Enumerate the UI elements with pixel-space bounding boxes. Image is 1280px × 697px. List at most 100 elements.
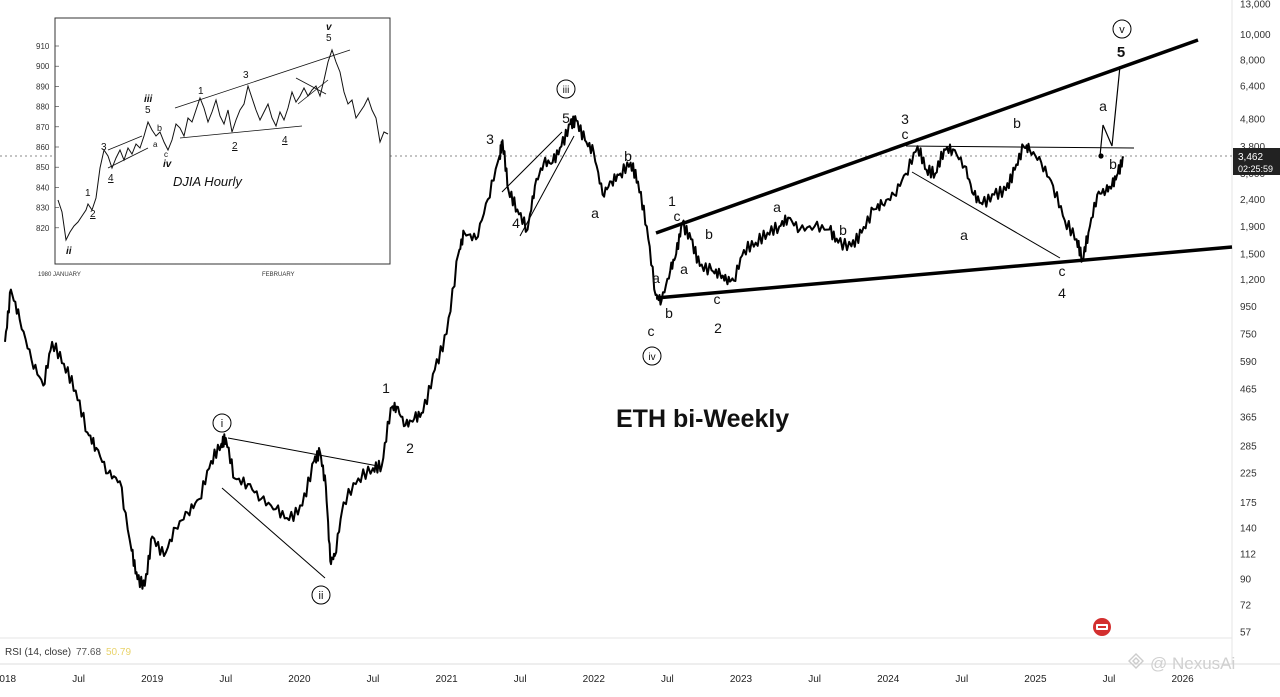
logo-icon [1093, 618, 1111, 636]
current-price-badge-bg [1233, 148, 1280, 175]
wedge-2-label: 2 [714, 320, 722, 336]
time-tick-10: 2023 [730, 674, 753, 685]
bar-countdown: 02:25:59 [1238, 164, 1273, 174]
price-tick-3: 6,400 [1240, 82, 1265, 93]
time-tick-13: Jul [955, 674, 968, 685]
wave-1-label: 1 [382, 380, 390, 396]
rsi-label: RSI (14, close) [5, 647, 71, 658]
triangle-lower-line [221, 487, 326, 579]
wave-c-low-label: c [648, 323, 655, 339]
inset-y-tick-5: 860 [36, 143, 50, 152]
circle-iv-label: iv [648, 352, 655, 363]
inset-w3-label: 3 [243, 70, 249, 81]
price-axis-ticks: 13,00010,0008,0006,4004,8003,8003,0002,4… [1240, 0, 1271, 639]
wedge-3a-label: a [773, 199, 781, 215]
time-tick-8: 2022 [583, 674, 606, 685]
wedge-3-label: 3 [901, 111, 909, 127]
price-axis-panel [1232, 0, 1280, 664]
price-tick-0: 13,000 [1240, 0, 1271, 11]
inset-iii-label: iii [144, 94, 153, 105]
circle-v-label: v [1119, 24, 1125, 36]
time-tick-0: 2018 [0, 674, 17, 685]
rsi-value: 77.68 [76, 647, 101, 658]
wedge-3b-label: b [839, 222, 847, 238]
wedge-1-label: 1 [668, 193, 676, 209]
inset-y-tick-3: 880 [36, 103, 50, 112]
price-tick-22: 72 [1240, 601, 1252, 612]
circle-iii-ring [556, 79, 576, 99]
price-tick-17: 225 [1240, 469, 1257, 480]
upper-wedge-line [655, 38, 1199, 235]
inset-4-label: 4 [108, 173, 114, 184]
price-tick-2: 8,000 [1240, 56, 1265, 67]
time-tick-14: 2025 [1024, 674, 1047, 685]
inset-y-ticks: 910 900 890 880 870 860 850 840 830 820 [36, 42, 59, 233]
wave-b-low-label: b [665, 305, 673, 321]
price-tick-20: 112 [1240, 549, 1256, 560]
inset-small-line-1 [107, 135, 143, 151]
time-tick-7: Jul [514, 674, 527, 685]
wedge-1a-label: a [680, 261, 688, 277]
time-tick-3: Jul [219, 674, 232, 685]
time-tick-6: 2021 [435, 674, 458, 685]
inset-a-label: a [153, 140, 158, 149]
inset-y-tick-0: 910 [36, 42, 50, 51]
inset-w4-label: 4 [282, 135, 288, 146]
wave-2-label: 2 [406, 440, 414, 456]
circle-i-ring [212, 413, 232, 433]
wave-labels: 1 2 3 4 5 b a a c b 1 c a b c 2 a b 3 c … [382, 44, 1125, 456]
current-price-dot [1098, 153, 1104, 159]
wedge-4c-label: c [1059, 263, 1066, 279]
price-tick-5: 3,800 [1240, 142, 1265, 153]
price-tick-4: 4,800 [1240, 115, 1265, 126]
inset-y-tick-8: 830 [36, 204, 50, 213]
inset-y-tick-6: 850 [36, 163, 50, 172]
inset-frame [54, 17, 391, 265]
inset-title: DJIA Hourly [173, 174, 243, 189]
circle-v-ring [1112, 19, 1132, 39]
inset-ii-label: ii [66, 246, 72, 257]
time-tick-4: 2020 [288, 674, 311, 685]
time-axis-ticks: 2018 Jul 2019 Jul 2020 Jul 2021 Jul 2022 Jul 2023 J… [0, 674, 1194, 685]
watermark: @ NexusAi [1128, 653, 1235, 673]
inset-iv-label: iv [163, 159, 173, 170]
lower-wedge-line [655, 245, 1233, 300]
time-tick-1: Jul [72, 674, 85, 685]
projection-path [1099, 65, 1121, 157]
eth-price-line [4, 115, 1124, 590]
inset-v-label: v [326, 22, 333, 33]
inset-small-line-2 [107, 147, 149, 169]
wave-a-low-label: a [652, 270, 660, 286]
price-tick-21: 90 [1240, 575, 1252, 586]
projection-5-label: 5 [1117, 44, 1125, 61]
inset-channel-bottom [179, 125, 303, 139]
inset-small-line-3 [295, 77, 327, 95]
inset-channel-top [174, 49, 351, 109]
wave-5-label: 5 [562, 110, 570, 126]
price-tick-15: 365 [1240, 413, 1257, 424]
inset-y-tick-2: 890 [36, 82, 50, 91]
time-tick-9: Jul [661, 674, 674, 685]
wave-4-label: 4 [512, 215, 520, 231]
circle-iv-ring [642, 346, 662, 366]
current-price-value: 3,462 [1238, 152, 1263, 163]
wedge-3c-label: c [902, 126, 909, 142]
wave-3-label: 3 [486, 131, 494, 147]
price-tick-7: 2,400 [1240, 195, 1265, 206]
time-tick-12: 2024 [877, 674, 900, 685]
wave-b-2022-label: b [624, 148, 632, 164]
price-tick-23: 57 [1240, 628, 1252, 639]
channel-lower-line [519, 135, 575, 237]
price-tick-13: 590 [1240, 357, 1257, 368]
inset-x-label-1: 1980 JANUARY [38, 272, 81, 278]
inset-b-label: b [157, 123, 162, 133]
circle-i-label: i [221, 418, 223, 430]
price-tick-9: 1,500 [1240, 249, 1265, 260]
circled-wave-labels: i ii iii iv v [212, 19, 1132, 605]
wave-a-2022-label: a [591, 205, 599, 221]
inset-w2-label: 2 [232, 141, 238, 152]
trendlines [221, 38, 1233, 579]
price-tick-16: 285 [1240, 441, 1257, 452]
djia-inset: 910 900 890 880 870 860 850 840 830 820 DJIA Hour… [36, 17, 391, 278]
